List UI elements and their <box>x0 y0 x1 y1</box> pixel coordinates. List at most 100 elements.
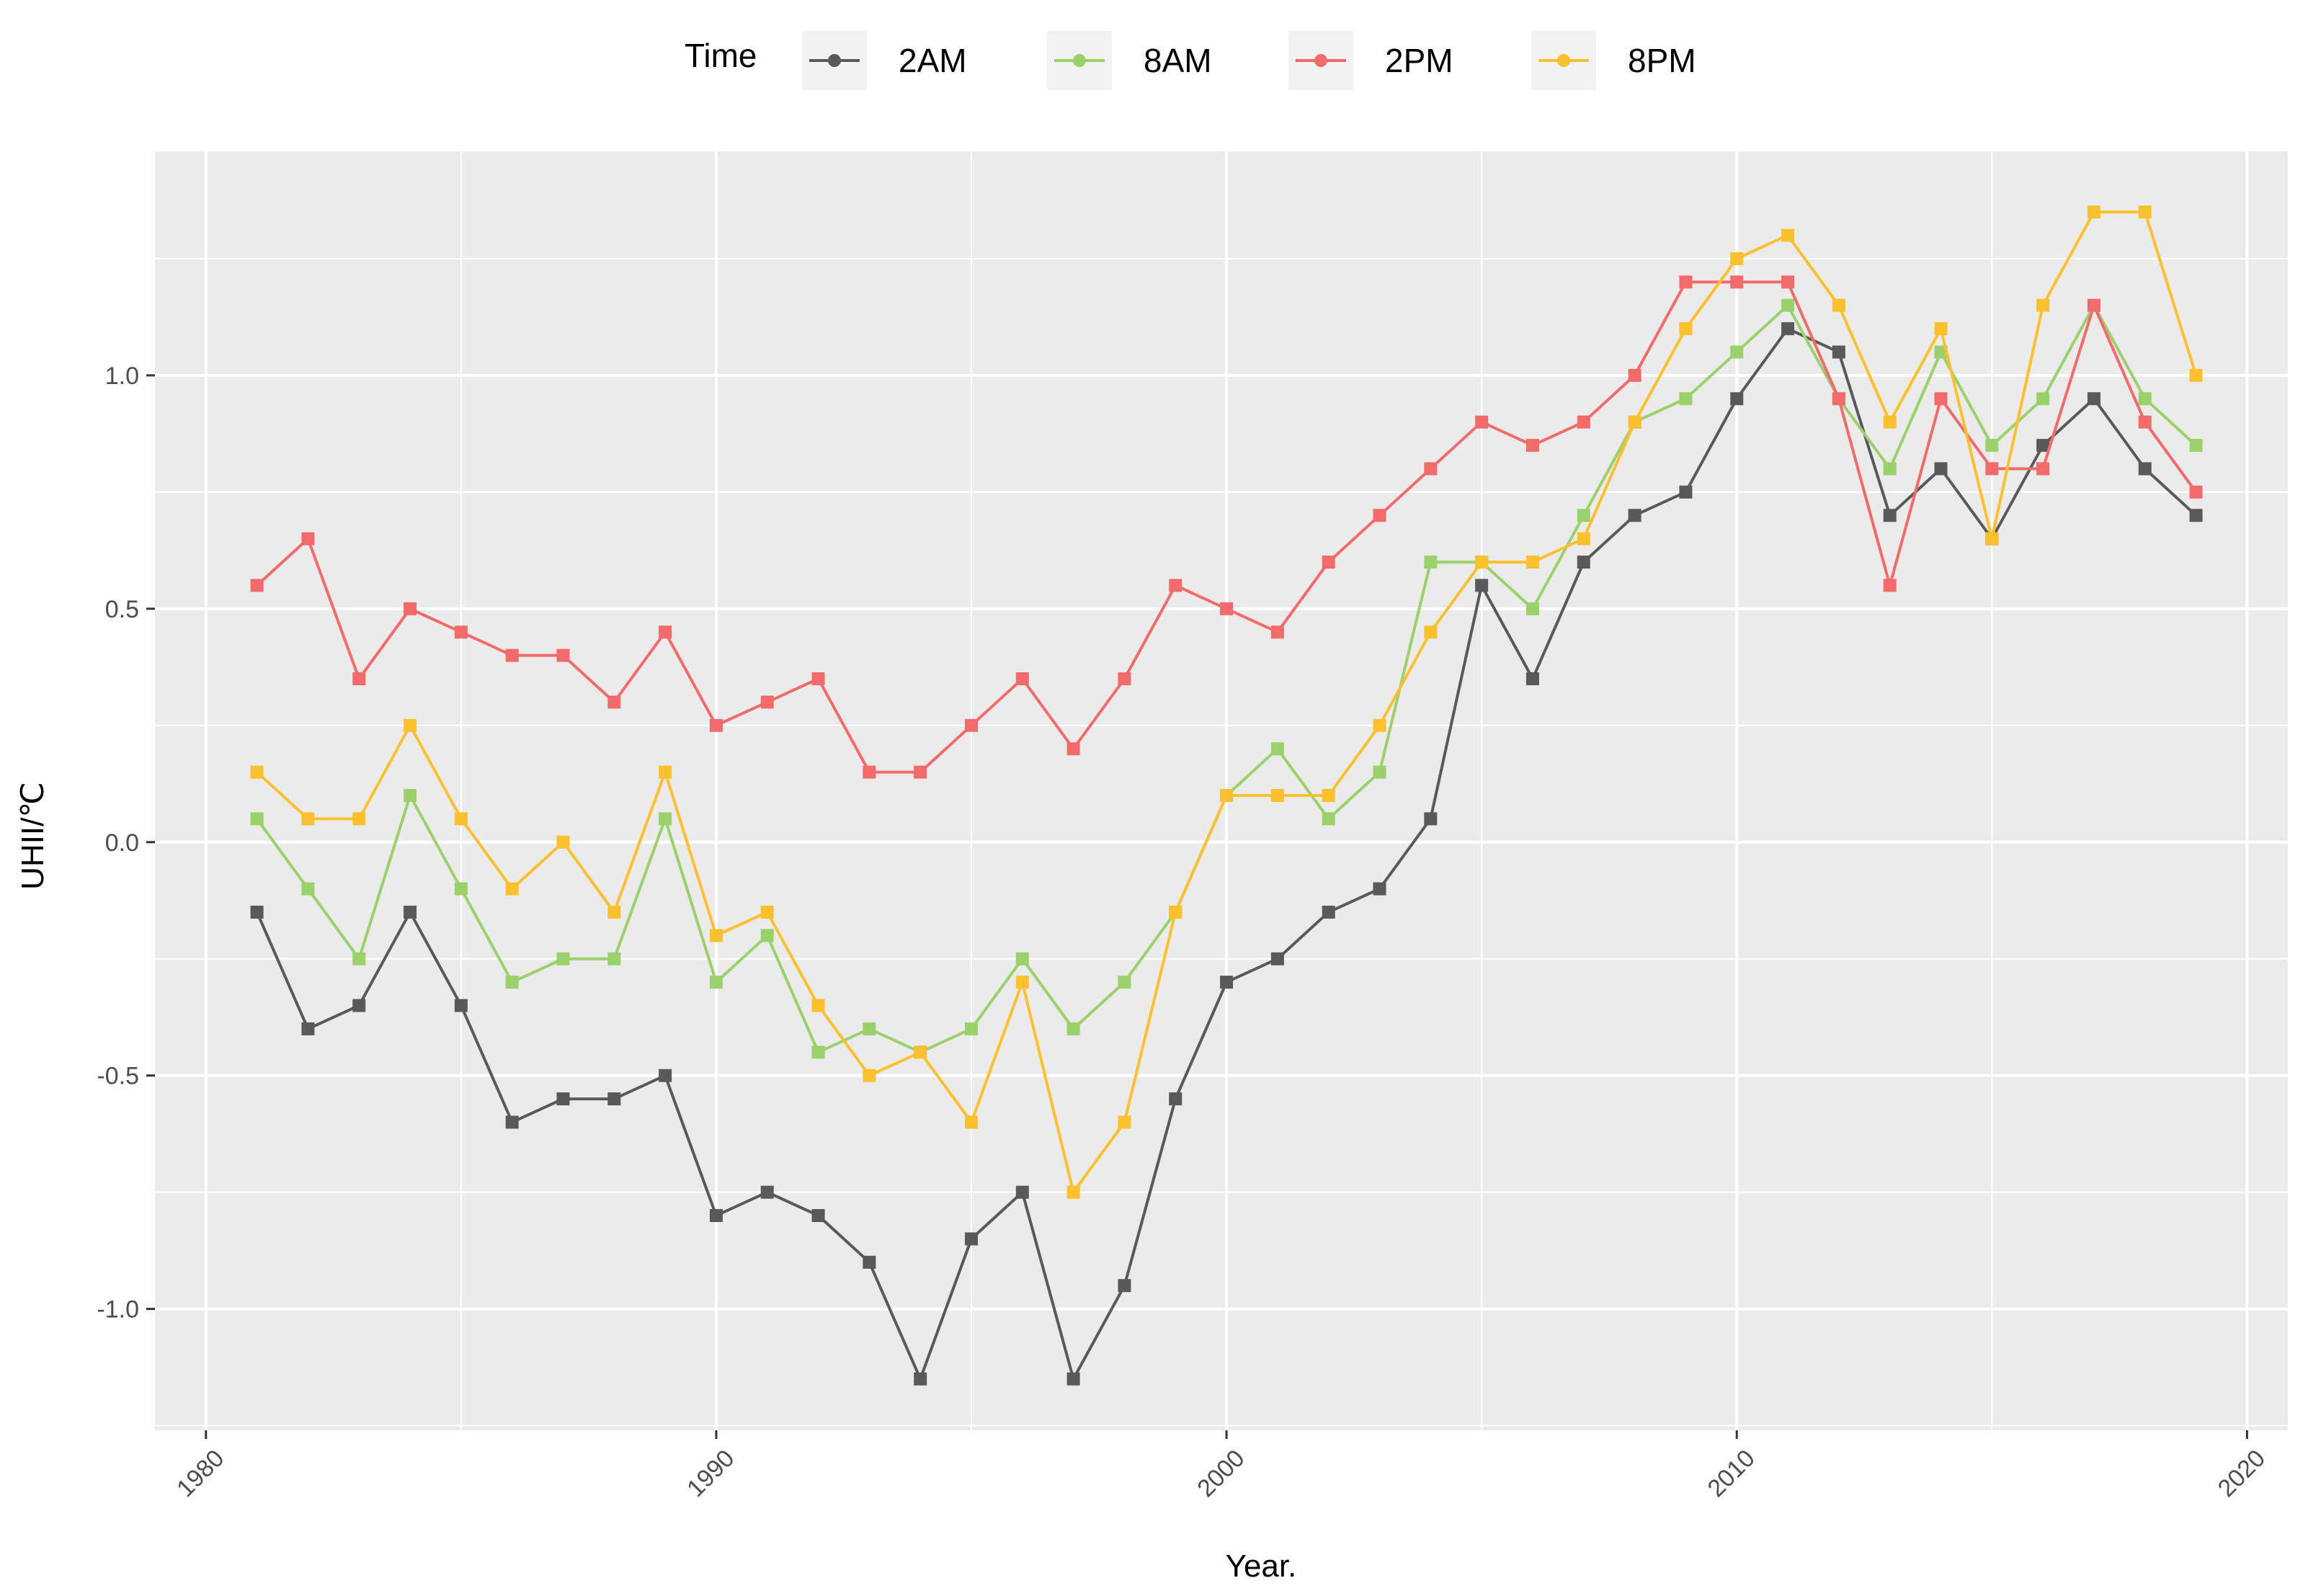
data-point-2am <box>1373 882 1386 896</box>
data-point-2pm <box>1730 275 1744 289</box>
legend-item-8am: 8AM <box>1047 31 1212 90</box>
data-point-2am <box>1424 812 1438 826</box>
data-point-2pm <box>1577 415 1590 429</box>
data-point-2pm <box>1985 462 1999 476</box>
legend-label-2pm: 2PM <box>1385 42 1453 79</box>
data-point-8am <box>1066 1022 1080 1035</box>
series-8pm <box>250 205 2203 1199</box>
data-point-2am <box>914 1372 927 1386</box>
data-point-8am <box>1525 602 1539 615</box>
legend: Time 2AM 8AM 2PM 8PM <box>685 31 1696 90</box>
data-point-2pm <box>1015 672 1029 686</box>
data-point-2am <box>505 1115 519 1129</box>
data-point-8pm <box>1270 788 1284 802</box>
y-tick-label: 1.0 <box>105 362 139 390</box>
data-point-8pm <box>1832 298 1845 312</box>
data-point-8am <box>1883 462 1897 476</box>
data-point-8pm <box>863 1069 876 1082</box>
data-point-8am <box>2189 439 2203 453</box>
data-point-2am <box>1015 1185 1029 1199</box>
data-point-8pm <box>1322 788 1335 802</box>
data-point-2am <box>1066 1372 1080 1386</box>
data-point-8pm <box>2189 368 2203 382</box>
data-point-2pm <box>1322 556 1335 569</box>
data-point-2pm <box>1628 368 1642 382</box>
data-point-8am <box>760 929 774 942</box>
data-point-2am <box>2189 509 2203 522</box>
data-point-2am <box>250 905 264 919</box>
legend-title: Time <box>685 37 757 74</box>
data-point-8pm <box>454 812 468 826</box>
data-point-8pm <box>1934 322 1948 336</box>
data-point-8am <box>1118 976 1131 989</box>
legend-item-2pm: 2PM <box>1288 31 1453 90</box>
data-point-8am <box>1322 812 1335 826</box>
data-point-2am <box>2138 462 2152 476</box>
y-tick-label: -0.5 <box>97 1063 139 1090</box>
data-point-8pm <box>404 718 417 732</box>
data-point-2am <box>1628 509 1642 522</box>
data-point-2pm <box>607 695 621 709</box>
data-point-8pm <box>1424 625 1438 639</box>
data-point-2pm <box>1169 579 1182 592</box>
data-point-2pm <box>404 602 417 615</box>
data-point-2am <box>1475 579 1489 592</box>
data-point-2am <box>404 905 417 919</box>
data-point-8pm <box>301 812 315 826</box>
data-point-8pm <box>2138 205 2152 219</box>
data-point-2pm <box>2138 415 2152 429</box>
data-point-8am <box>1985 439 1999 453</box>
data-point-8am <box>2036 392 2050 406</box>
data-point-2pm <box>2036 462 2050 476</box>
data-point-2pm <box>1270 625 1284 639</box>
data-point-2pm <box>505 648 519 662</box>
data-point-8pm <box>1066 1185 1080 1199</box>
data-point-2am <box>1781 322 1795 336</box>
data-point-2pm <box>556 648 570 662</box>
data-point-2am <box>1270 952 1284 966</box>
data-point-8am <box>1270 742 1284 756</box>
data-point-8am <box>301 882 315 896</box>
data-point-8pm <box>1730 251 1744 265</box>
data-point-8am <box>454 882 468 896</box>
data-point-8am <box>505 976 519 989</box>
x-axis-title: Year. <box>1226 1548 1297 1584</box>
data-point-2am <box>1934 462 1948 476</box>
data-point-2am <box>607 1092 621 1106</box>
data-point-8am <box>2138 392 2152 406</box>
data-point-8pm <box>965 1115 979 1129</box>
data-point-8am <box>1424 556 1438 569</box>
data-point-2pm <box>1475 415 1489 429</box>
legend-item-2am: 2AM <box>802 31 967 90</box>
data-point-2pm <box>301 532 315 545</box>
data-point-2pm <box>1118 672 1131 686</box>
data-point-2pm <box>1424 462 1438 476</box>
data-point-2am <box>1832 345 1845 359</box>
data-point-2am <box>1577 556 1590 569</box>
data-point-8am <box>556 952 570 966</box>
y-tick-label: 0.5 <box>105 596 139 623</box>
data-point-2am <box>454 999 468 1012</box>
data-point-8pm <box>1628 415 1642 429</box>
data-point-2am <box>2036 439 2050 453</box>
data-point-8pm <box>659 765 672 779</box>
data-point-2am <box>1322 905 1335 919</box>
data-point-8pm <box>709 929 723 942</box>
series-2am <box>250 322 2203 1386</box>
y-tick-label: -1.0 <box>97 1296 139 1324</box>
data-point-8am <box>404 788 417 802</box>
data-point-2pm <box>2189 485 2203 499</box>
data-point-2am <box>556 1092 570 1106</box>
data-point-2am <box>811 1209 825 1223</box>
series-2pm <box>250 275 2203 779</box>
data-point-8pm <box>2087 205 2101 219</box>
data-point-8pm <box>1781 228 1795 242</box>
data-point-8am <box>352 952 366 966</box>
data-point-2pm <box>1832 392 1845 406</box>
data-point-8am <box>250 812 264 826</box>
data-point-8am <box>1730 345 1744 359</box>
data-point-8am <box>811 1046 825 1059</box>
data-point-8am <box>1015 952 1029 966</box>
data-point-2am <box>1730 392 1744 406</box>
data-point-2pm <box>863 765 876 779</box>
